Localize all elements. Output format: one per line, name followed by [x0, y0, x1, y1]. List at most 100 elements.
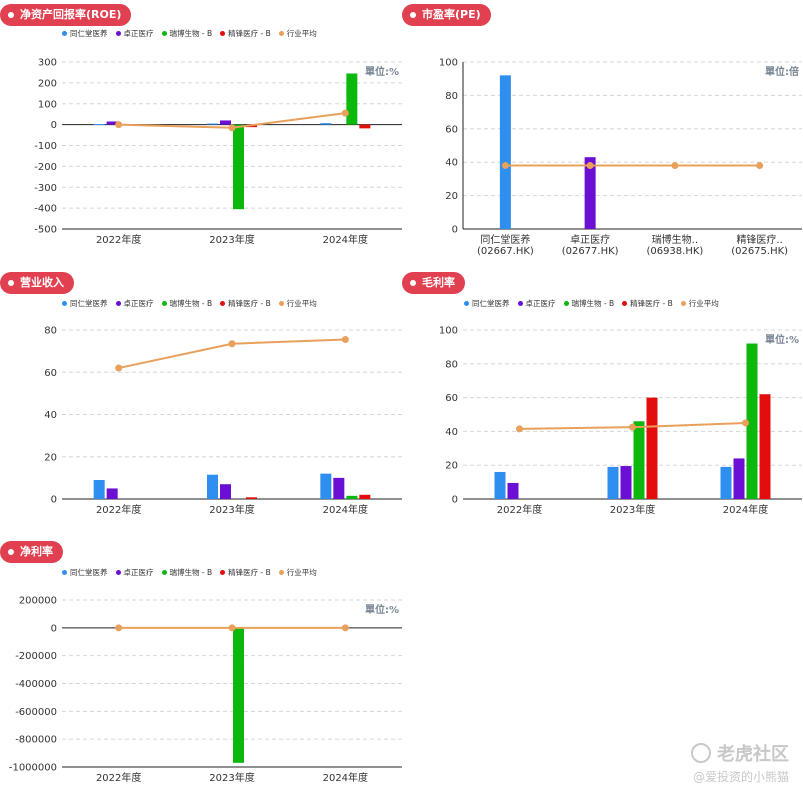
legend-dot-icon [115, 31, 121, 36]
x-tick-label: 2022年度 [96, 233, 141, 246]
legend-dot-icon [161, 301, 167, 306]
x-tick-label: 2022年度 [96, 771, 141, 784]
legend-item[interactable]: 同仁堂医养 [62, 567, 108, 578]
legend-item[interactable]: 行业平均 [278, 567, 317, 578]
y-tick-label: -200000 [15, 651, 57, 662]
legend-item[interactable]: 精锋医疗 - B [220, 298, 271, 309]
legend-label: 同仁堂医养 [70, 29, 108, 38]
revenue-legend: 同仁堂医养 卓正医疗 瑞博生物 - B 精锋医疗 - B 行业平均 [62, 298, 317, 309]
bar [346, 495, 358, 499]
legend-dot-icon [115, 301, 121, 306]
roe-panel: 净资产回报率(ROE) 同仁堂医养 卓正医疗 瑞博生物 - B 精锋医疗 - B 行业平… [0, 0, 402, 265]
legend-item[interactable]: 卓正医疗 [517, 298, 556, 309]
average-point [115, 364, 123, 372]
legend-label: 瑞博生物 - B [571, 299, 615, 308]
bar [499, 75, 511, 229]
legend-label: 精锋医疗 - B [228, 568, 271, 577]
unit-label: 單位:% [765, 333, 799, 346]
legend-item[interactable]: 瑞博生物 - B [161, 28, 213, 39]
gross-title: 毛利率 [402, 272, 465, 294]
legend-dot-icon [115, 570, 121, 575]
legend-item[interactable]: 同仁堂医养 [62, 298, 108, 309]
y-tick-label: 0 [452, 495, 458, 506]
average-point [586, 162, 594, 170]
legend-item[interactable]: 卓正医疗 [115, 28, 154, 39]
roe-legend: 同仁堂医养 卓正医疗 瑞博生物 - B 精锋医疗 - B 行业平均 [62, 28, 317, 39]
bar [759, 394, 771, 499]
legend-item[interactable]: 瑞博生物 - B [161, 298, 213, 309]
bar [507, 482, 519, 499]
legend-item[interactable]: 精锋医疗 - B [622, 298, 673, 309]
bar [359, 124, 371, 129]
y-tick-label: 40 [445, 158, 458, 169]
legend-dot-icon [278, 570, 284, 575]
average-point [115, 624, 123, 632]
y-tick-label: 0 [452, 225, 458, 236]
legend-label: 瑞博生物 - B [169, 299, 213, 308]
net-panel: 净利率 同仁堂医养 卓正医疗 瑞博生物 - B 精锋医疗 - B 行业平均 200000… [0, 540, 402, 795]
x-tick-label: 2024年度 [323, 233, 368, 246]
tiger-logo-icon [691, 743, 711, 763]
gross-chart: 100 80 60 40 20 0 單位:% 2022年度 2023年度 2024年度 [439, 326, 802, 516]
revenue-chart: 80 60 40 20 0 2022年度 2023年度 2024年度 [44, 326, 402, 516]
bar [93, 479, 105, 499]
bar [720, 466, 732, 499]
legend-dot-icon [220, 570, 226, 575]
unit-label: 單位:倍 [765, 65, 799, 78]
y-tick-label: 200000 [19, 596, 57, 607]
y-tick-label: -400 [34, 204, 57, 215]
watermark: 老虎社区 @爱投资的小熊猫 [691, 740, 789, 785]
legend-dot-icon [62, 570, 67, 575]
x-tick-label: 2023年度 [209, 503, 254, 516]
bar [646, 397, 658, 499]
legend-dot-icon [517, 301, 523, 306]
legend-item[interactable]: 行业平均 [278, 298, 317, 309]
average-point [756, 162, 764, 170]
y-tick-label: 80 [445, 91, 458, 102]
legend-item[interactable]: 卓正医疗 [115, 298, 154, 309]
legend-label: 行业平均 [688, 299, 719, 308]
x-tick-label: 2022年度 [96, 503, 141, 516]
watermark-brand: 老虎社区 [717, 744, 789, 765]
legend-item[interactable]: 卓正医疗 [115, 567, 154, 578]
legend-label: 卓正医疗 [525, 299, 556, 308]
y-tick-label: -100 [34, 141, 57, 152]
legend-item[interactable]: 精锋医疗 - B [220, 567, 271, 578]
bar [320, 473, 332, 499]
legend-dot-icon [220, 301, 226, 306]
bar [207, 474, 218, 499]
y-tick-label: 60 [44, 368, 57, 379]
bar [246, 497, 257, 499]
y-tick-label: -800000 [15, 735, 57, 746]
legend-label: 精锋医疗 - B [228, 29, 271, 38]
y-tick-label: 0 [51, 120, 57, 131]
bar [320, 123, 332, 125]
average-point [742, 419, 749, 427]
legend-item[interactable]: 瑞博生物 - B [161, 567, 212, 578]
bar [333, 477, 345, 499]
pe-panel: 市盈率(PE) 100 80 60 40 20 0 單位:倍 同仁堂医养(02667.HK) 卓… [402, 0, 803, 265]
legend-label: 行业平均 [286, 29, 317, 38]
average-point [115, 121, 123, 129]
legend-dot-icon [62, 301, 67, 306]
average-point [516, 425, 523, 433]
bar [607, 466, 619, 499]
x-tick-label: 卓正医疗(02677.HK) [562, 233, 619, 257]
y-tick-label: -600000 [15, 707, 57, 718]
y-tick-label: -400000 [15, 679, 57, 690]
bar [233, 124, 244, 210]
legend-item[interactable]: 同仁堂医养 [464, 298, 510, 309]
legend-item[interactable]: 精锋医疗 - B [220, 28, 271, 39]
legend-item[interactable]: 瑞博生物 - B [563, 298, 615, 309]
legend-label: 瑞博生物 - B [169, 29, 213, 38]
legend-item[interactable]: 行业平均 [680, 298, 719, 309]
legend-dot-icon [563, 301, 569, 306]
legend-item[interactable]: 行业平均 [278, 28, 317, 39]
bar [633, 421, 645, 499]
y-tick-label: 0 [51, 623, 57, 634]
legend-label: 卓正医疗 [123, 299, 154, 308]
legend-item[interactable]: 同仁堂医养 [62, 28, 108, 39]
bar [220, 120, 231, 125]
bar [346, 73, 358, 125]
roe-chart: 300 200 100 0 -100 -200 -300 -400 -500 單位:% 2022年度… [34, 58, 402, 246]
